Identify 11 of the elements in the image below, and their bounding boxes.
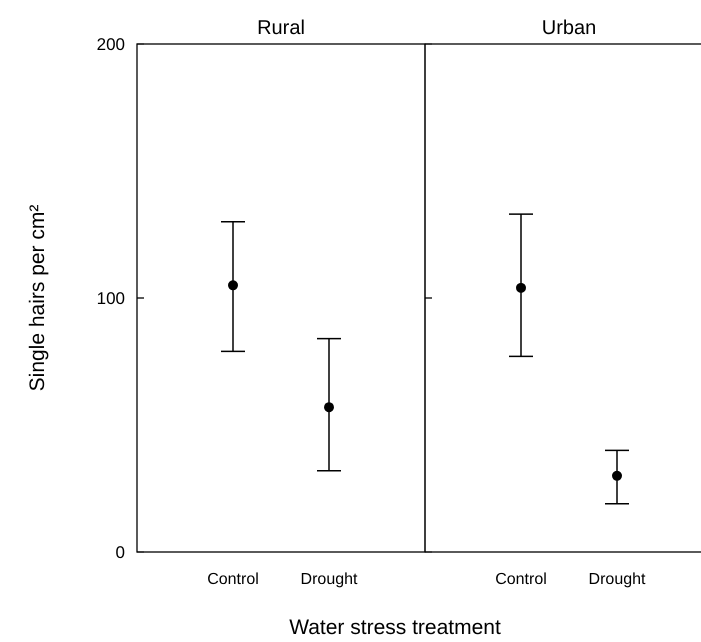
- y-tick-label: 200: [96, 34, 125, 54]
- y-tick-label: 0: [116, 542, 125, 562]
- x-tick-label: Drought: [300, 571, 358, 588]
- y-axis-title: Single hairs per cm²: [26, 204, 49, 392]
- chart-title: Rural: [257, 17, 305, 39]
- x-tick-label: Drought: [588, 571, 646, 588]
- x-tick-label: Control: [495, 571, 547, 588]
- chart-title: Urban: [542, 17, 596, 39]
- y-tick-label: 100: [96, 288, 125, 308]
- x-axis-title: Water stress treatment: [289, 616, 501, 639]
- x-tick-label: Control: [207, 571, 259, 588]
